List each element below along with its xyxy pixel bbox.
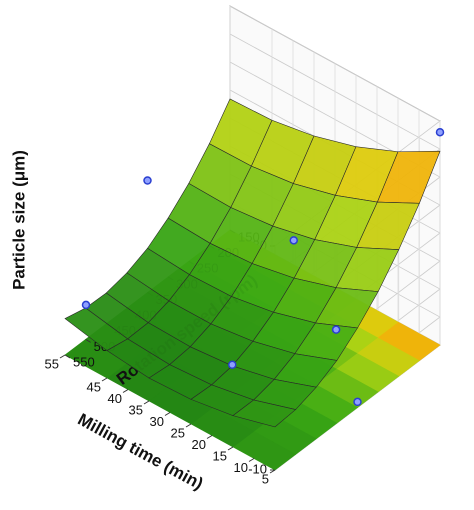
y-tick-label: 30 [150, 414, 164, 429]
y-tick [101, 377, 108, 382]
data-point [81, 300, 91, 310]
y-axis-title: Milling time (min) [75, 410, 207, 494]
x-tick [64, 354, 71, 359]
data-point [228, 360, 237, 369]
data-point [143, 176, 152, 185]
y-tick-label: 20 [192, 437, 206, 452]
y-tick [59, 354, 66, 359]
y-tick-label: 5 [262, 471, 269, 486]
x-tick-label: 550 [73, 354, 95, 369]
y-tick-label: 25 [171, 425, 185, 440]
z-tick-label: -10 [248, 461, 267, 476]
data-point [331, 325, 341, 334]
y-tick-label: 40 [108, 391, 122, 406]
y-tick [269, 469, 276, 474]
data-point [435, 127, 445, 137]
y-tick [248, 458, 255, 462]
surface-cell [232, 399, 297, 428]
z-axis-title: Particle size (μm) [9, 150, 28, 290]
y-tick [164, 412, 171, 416]
data-point [353, 397, 362, 407]
y-tick [122, 389, 129, 393]
y-tick-label: 55 [45, 356, 59, 371]
y-tick-label: 15 [213, 448, 227, 463]
y-tick-label: 10 [234, 460, 248, 475]
data-point [289, 236, 298, 245]
y-tick [227, 446, 234, 451]
y-tick-label: 45 [87, 379, 101, 394]
y-tick [185, 423, 192, 428]
x-tick [85, 338, 91, 343]
y-tick [143, 400, 150, 405]
y-tick [206, 435, 213, 439]
y-tick-label: 35 [129, 402, 143, 417]
